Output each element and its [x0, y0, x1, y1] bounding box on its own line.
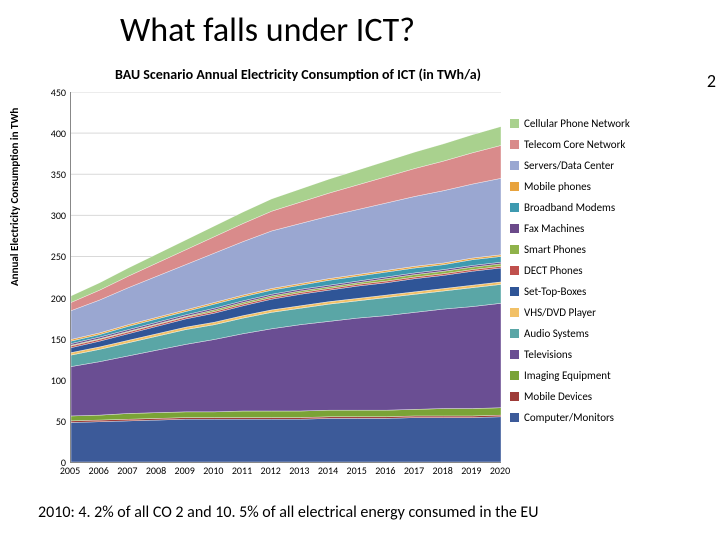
legend-label: Broadband Modems [524, 201, 615, 214]
x-tick-label: 2017 [404, 464, 424, 477]
x-tick-label: 2006 [89, 464, 109, 477]
legend-swatch [510, 371, 519, 380]
legend-swatch [510, 140, 519, 149]
legend-label: Telecom Core Network [524, 138, 625, 151]
legend-item: Telecom Core Network [510, 137, 710, 152]
legend-item: Audio Systems [510, 326, 710, 341]
legend-item: Cellular Phone Network [510, 116, 710, 131]
legend-label: Fax Machines [524, 222, 584, 235]
legend-item: VHS/DVD Player [510, 305, 710, 320]
chart: Annual Electricity Consumption in TWh 05… [14, 86, 706, 486]
y-tick-label: 150 [42, 333, 66, 346]
legend-label: Set-Top-Boxes [524, 285, 586, 298]
x-tick-label: 2010 [203, 464, 223, 477]
legend-label: Mobile Devices [524, 390, 592, 403]
y-axis-label: Annual Electricity Consumption in TWh [8, 108, 21, 286]
legend-item: Broadband Modems [510, 200, 710, 215]
legend-item: Televisions [510, 347, 710, 362]
x-tick-label: 2016 [375, 464, 395, 477]
chart-title: BAU Scenario Annual Electricity Consumpt… [115, 66, 481, 83]
legend-swatch [510, 224, 519, 233]
y-tick-label: 200 [42, 292, 66, 305]
legend-label: DECT Phones [524, 264, 583, 277]
legend-swatch [510, 266, 519, 275]
legend-swatch [510, 119, 519, 128]
legend-label: Smart Phones [524, 243, 586, 256]
x-tick-label: 2009 [175, 464, 195, 477]
legend-label: Cellular Phone Network [524, 117, 630, 130]
y-tick-label: 400 [42, 127, 66, 140]
legend-label: Imaging Equipment [524, 369, 611, 382]
area-chart-svg [71, 92, 501, 462]
y-tick-label: 350 [42, 168, 66, 181]
legend-label: Televisions [524, 348, 572, 361]
legend-swatch [510, 392, 519, 401]
x-tick-label: 2011 [232, 464, 252, 477]
legend-item: Servers/Data Center [510, 158, 710, 173]
legend-item: Fax Machines [510, 221, 710, 236]
legend-swatch [510, 161, 519, 170]
legend-swatch [510, 287, 519, 296]
x-tick-label: 2005 [60, 464, 80, 477]
x-tick-label: 2012 [261, 464, 281, 477]
area-computer-monitors [71, 417, 501, 462]
legend-swatch [510, 413, 519, 422]
y-tick-label: 250 [42, 250, 66, 263]
legend-item: Mobile phones [510, 179, 710, 194]
x-tick-label: 2007 [117, 464, 137, 477]
x-tick-label: 2008 [146, 464, 166, 477]
legend: Cellular Phone Network Telecom Core Netwo… [510, 116, 710, 431]
slide-number: 2 [707, 70, 716, 92]
slide: What falls under ICT? 2 BAU Scenario Ann… [0, 0, 720, 540]
legend-swatch [510, 308, 519, 317]
legend-swatch [510, 329, 519, 338]
x-ticks: 2005200620072008200920102011201220132014… [70, 464, 500, 478]
y-tick-label: 100 [42, 374, 66, 387]
legend-item: Set-Top-Boxes [510, 284, 710, 299]
plot-area [70, 92, 501, 463]
legend-swatch [510, 350, 519, 359]
x-tick-label: 2019 [461, 464, 481, 477]
legend-swatch [510, 245, 519, 254]
y-tick-label: 300 [42, 209, 66, 222]
legend-item: DECT Phones [510, 263, 710, 278]
x-tick-label: 2014 [318, 464, 338, 477]
legend-item: Mobile Devices [510, 389, 710, 404]
footnote: 2010: 4. 2% of all CO 2 and 10. 5% of al… [38, 503, 539, 522]
x-tick-label: 2015 [347, 464, 367, 477]
page-title: What falls under ICT? [120, 10, 415, 51]
legend-label: Servers/Data Center [524, 159, 614, 172]
legend-swatch [510, 182, 519, 191]
legend-item: Smart Phones [510, 242, 710, 257]
legend-item: Imaging Equipment [510, 368, 710, 383]
y-tick-label: 50 [42, 415, 66, 428]
x-tick-label: 2013 [289, 464, 309, 477]
y-tick-label: 450 [42, 86, 66, 99]
legend-label: VHS/DVD Player [524, 306, 596, 319]
legend-item: Computer/Monitors [510, 410, 710, 425]
legend-swatch [510, 203, 519, 212]
legend-label: Mobile phones [524, 180, 591, 193]
x-tick-label: 2020 [490, 464, 510, 477]
legend-label: Computer/Monitors [524, 411, 614, 424]
y-ticks: 050100150200250300350400450 [42, 86, 68, 462]
legend-label: Audio Systems [524, 327, 589, 340]
x-tick-label: 2018 [433, 464, 453, 477]
